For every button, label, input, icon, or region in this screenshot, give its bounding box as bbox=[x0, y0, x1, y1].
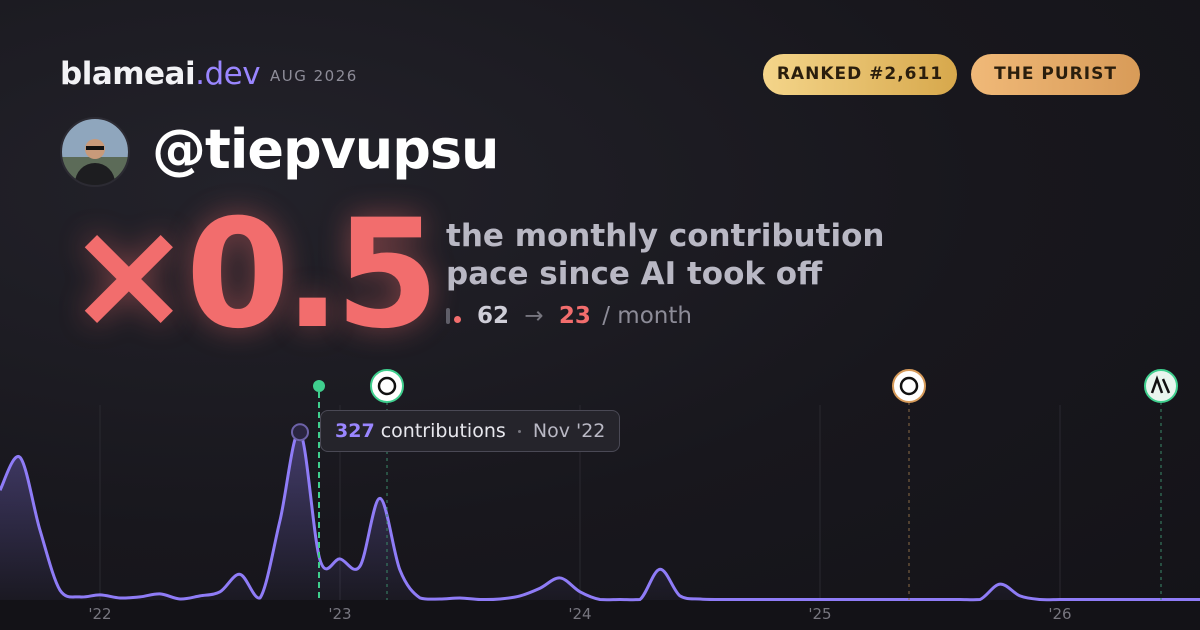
rank-badge: RANKED #2,611 bbox=[763, 54, 957, 95]
brand: blameai.dev bbox=[60, 56, 261, 92]
title-badge: THE PURIST bbox=[971, 54, 1140, 95]
highlight-point bbox=[291, 423, 309, 442]
avatar bbox=[60, 117, 130, 187]
x-tick-label: '22 bbox=[88, 605, 111, 623]
line bbox=[0, 430, 1200, 602]
openai-icon bbox=[370, 369, 404, 403]
handle: @tiepvupsu bbox=[152, 118, 499, 181]
axis-strip bbox=[0, 600, 1200, 630]
area bbox=[0, 431, 1200, 600]
tooltip: 327 contributions Nov '22 bbox=[320, 410, 621, 452]
multiplier: ×0.5 bbox=[66, 188, 439, 362]
icon-glyph bbox=[899, 376, 919, 396]
x-tick-label: '24 bbox=[568, 605, 591, 623]
tooltip-date: Nov '22 bbox=[532, 420, 606, 442]
brand-name: blameai bbox=[60, 56, 196, 92]
openai-icon bbox=[892, 369, 926, 403]
brand-suffix: .dev bbox=[195, 56, 261, 92]
icon-glyph bbox=[1150, 375, 1171, 394]
x-tick-label: '23 bbox=[328, 605, 351, 623]
arrow: → bbox=[524, 303, 544, 329]
pace-after: 23 bbox=[558, 303, 591, 329]
x-tick-label: '25 bbox=[808, 605, 831, 623]
description-line: pace since AI took off bbox=[446, 256, 823, 292]
x-tick-label: '26 bbox=[1048, 605, 1071, 623]
anthropic-icon bbox=[1144, 369, 1178, 403]
icon-glyph bbox=[377, 376, 397, 396]
event-dot bbox=[313, 380, 325, 392]
tooltip-value: 327 bbox=[335, 420, 375, 442]
unit: / month bbox=[602, 303, 692, 329]
description-line: the monthly contribution bbox=[446, 218, 885, 254]
pace-before: 62 bbox=[477, 303, 510, 329]
date: AUG 2026 bbox=[270, 67, 358, 85]
events bbox=[313, 369, 1178, 600]
pace: 62 → 23 / month bbox=[446, 303, 692, 329]
tooltip-label: contributions bbox=[380, 420, 506, 442]
